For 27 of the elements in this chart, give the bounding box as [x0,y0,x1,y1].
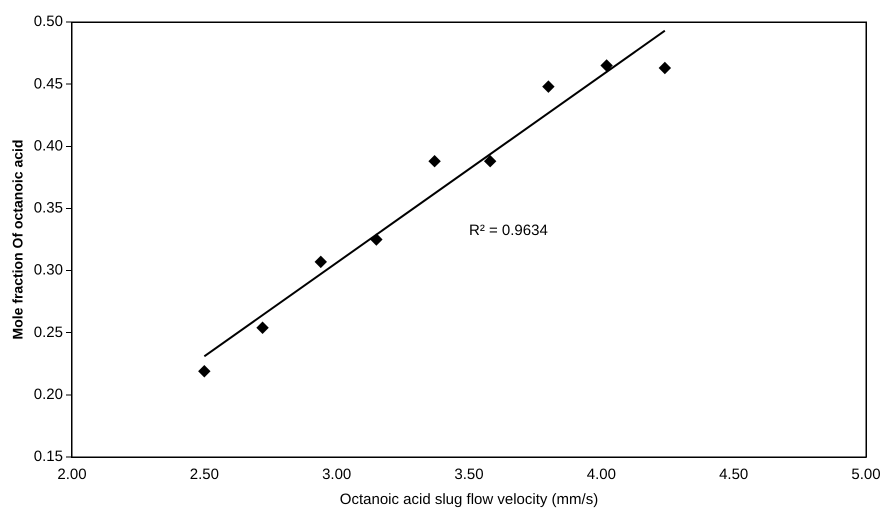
y-tick-label: 0.45 [34,75,63,92]
y-tick-label: 0.15 [34,448,63,466]
x-axis-title: Octanoic acid slug flow velocity (mm/s) [340,491,598,508]
x-tick-label: 3.50 [454,466,484,484]
x-tick-label: 3.00 [322,466,352,484]
point [370,234,382,246]
point [198,365,210,378]
y-tick-label: 0.35 [34,200,63,217]
y-tick-label: 0.30 [34,262,63,279]
y-tick-label: 0.50 [34,13,63,30]
y-tick-label: 0.25 [34,324,63,341]
x-tick-label: 4.00 [586,466,616,484]
x-tick-label: 2.50 [190,466,219,484]
point [428,155,441,168]
x-tick-label: 2.00 [57,466,87,484]
y-tick-label: 0.20 [34,386,63,403]
y-tick-label: 0.40 [34,137,63,154]
point [600,60,613,72]
x-tick-label: 4.50 [719,466,748,484]
point [314,256,327,268]
y-axis-title: Mole fraction Of octanoic acid [9,140,26,340]
point [484,155,496,168]
point [256,322,269,334]
point [542,80,554,93]
x-tick-label: 5.00 [851,466,881,484]
annotation: R² = 0.9634 [468,222,548,239]
point [658,62,671,74]
